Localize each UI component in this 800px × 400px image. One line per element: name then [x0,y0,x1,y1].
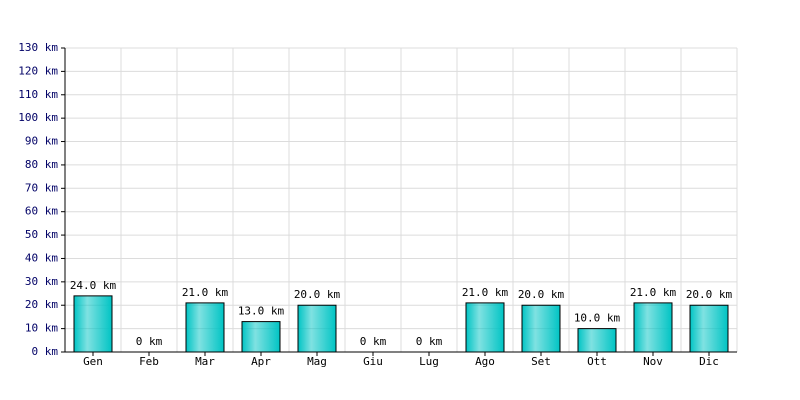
y-tick-label: 100 km [18,111,58,124]
x-tick-label: Dic [699,355,719,368]
bar [241,321,281,353]
y-tick-label: 120 km [18,64,58,77]
y-tick-label: 70 km [25,181,58,194]
y-tick-label: 60 km [25,205,58,218]
y-tick-label: 20 km [25,298,58,311]
bar [465,302,505,353]
value-label: 20.0 km [518,288,565,301]
x-tick-label: Feb [139,355,159,368]
y-tick-label: 80 km [25,158,58,171]
value-label: 21.0 km [462,286,509,299]
y-tick-label: 30 km [25,275,58,288]
bar [297,304,337,353]
y-tick-label: 90 km [25,135,58,148]
bar [689,304,729,353]
x-tick-label: Set [531,355,551,368]
y-tick-label: 40 km [25,251,58,264]
value-label: 24.0 km [70,279,117,292]
y-tick-label: 110 km [18,88,58,101]
x-tick-label: Mar [195,355,215,368]
bar [521,304,561,353]
x-tick-label: Gen [83,355,103,368]
value-label: 10.0 km [574,312,621,325]
value-label: 13.0 km [238,305,285,318]
x-tick-label: Mag [307,355,327,368]
value-label: 20.0 km [294,288,341,301]
bar [185,302,225,353]
bar [577,328,617,353]
y-tick-label: 0 km [32,345,59,358]
y-tick-label: 50 km [25,228,58,241]
x-tick-label: Apr [251,355,271,368]
value-label: 21.0 km [630,286,677,299]
value-label: 0 km [360,335,387,348]
x-tick-label: Ago [475,355,495,368]
x-tick-label: Nov [643,355,663,368]
value-label: 0 km [136,335,163,348]
x-tick-label: Ott [587,355,607,368]
value-label: 21.0 km [182,286,229,299]
x-tick-label: Giu [363,355,383,368]
value-label: 0 km [416,335,443,348]
bar [633,302,673,353]
y-tick-label: 10 km [25,322,58,335]
value-label: 20.0 km [686,288,733,301]
x-tick-label: Lug [419,355,439,368]
bar [73,295,113,353]
y-tick-label: 130 km [18,41,58,54]
